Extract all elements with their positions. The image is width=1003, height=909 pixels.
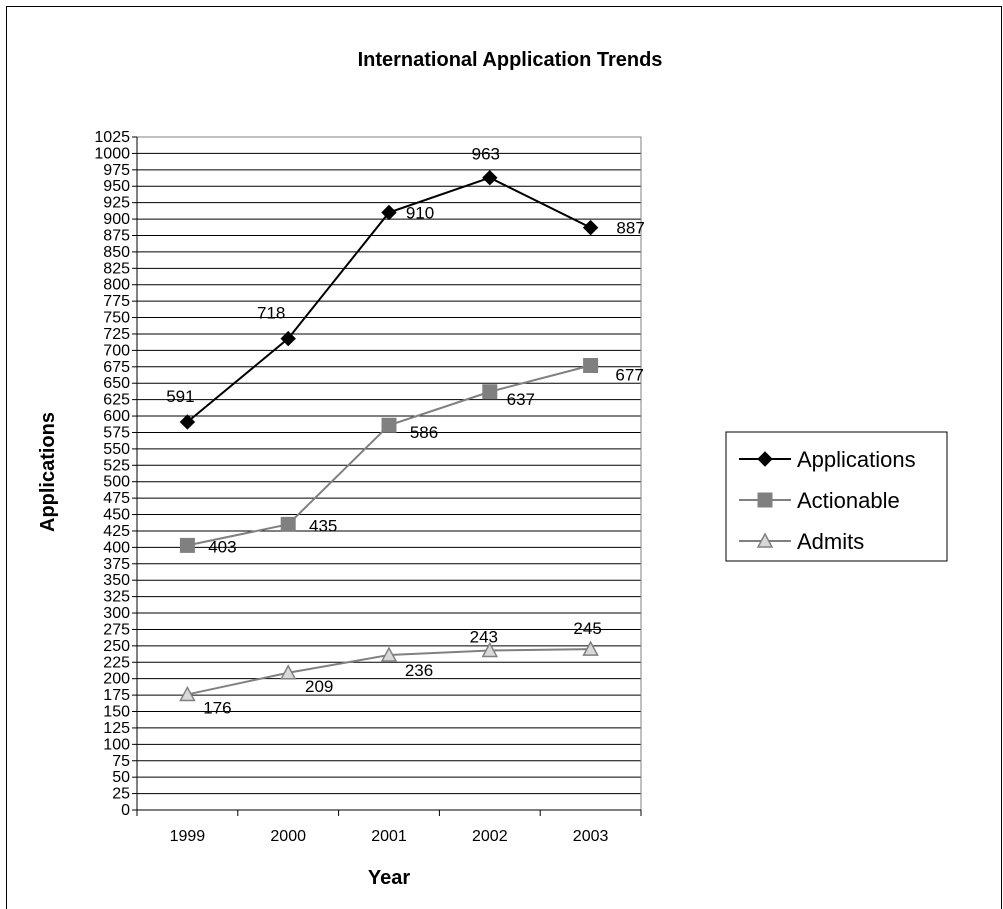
legend-item-actionable: Actionable xyxy=(739,488,900,513)
data-label: 910 xyxy=(406,204,434,223)
y-tick-label: 225 xyxy=(103,654,130,671)
y-tick-label: 775 xyxy=(103,293,130,310)
x-tick-label: 1999 xyxy=(170,828,206,845)
data-point-triangle xyxy=(481,641,499,658)
x-axis: 1999 2000 2001 2002 2003 xyxy=(136,809,642,845)
y-tick-label: 950 xyxy=(103,178,130,195)
series-admits: 176 209 236 243 245 xyxy=(179,619,602,717)
data-point-square xyxy=(280,516,296,532)
data-label: 637 xyxy=(507,390,535,409)
y-tick-label: 400 xyxy=(103,539,130,556)
data-point-square xyxy=(381,417,397,433)
data-point-square xyxy=(583,357,599,373)
y-tick-label: 675 xyxy=(103,359,130,376)
y-tick-label: 300 xyxy=(103,605,130,622)
y-tick-label: 75 xyxy=(112,753,130,770)
data-point-diamond xyxy=(482,170,498,186)
data-label: 586 xyxy=(410,423,438,442)
legend-label: Applications xyxy=(797,447,916,472)
y-tick-label: 1000 xyxy=(94,145,130,162)
data-point-square xyxy=(757,492,773,508)
series-applications: 591 718 910 963 887 xyxy=(166,145,645,430)
y-tick-label: 150 xyxy=(103,704,130,721)
data-label: 677 xyxy=(615,365,643,384)
y-tick-label: 575 xyxy=(103,424,130,441)
x-tick-label: 2003 xyxy=(573,828,609,845)
series-group: 591 718 910 963 887 403 435 586 637 677 176 209 236 2… xyxy=(166,145,645,718)
data-point-triangle xyxy=(582,640,599,656)
data-label: 435 xyxy=(309,516,337,535)
y-tick-label: 850 xyxy=(103,244,130,261)
y-tick-label: 625 xyxy=(103,392,130,409)
y-tick-label: 275 xyxy=(103,621,130,638)
legend-label: Actionable xyxy=(797,488,900,513)
data-point-diamond xyxy=(582,219,599,236)
y-tick-label: 925 xyxy=(103,195,130,212)
data-label: 718 xyxy=(257,304,285,323)
gridlines xyxy=(136,136,642,811)
y-tick-label: 800 xyxy=(103,277,130,294)
y-tick-label: 500 xyxy=(103,474,130,491)
y-tick-label: 875 xyxy=(103,227,130,244)
y-tick-label: 25 xyxy=(112,786,130,803)
data-label: 176 xyxy=(203,698,231,717)
data-label: 591 xyxy=(166,387,194,406)
y-tick-label: 375 xyxy=(103,556,130,573)
legend: Applications Actionable Admits xyxy=(725,431,948,562)
x-axis-title: Year xyxy=(368,867,410,889)
y-tick-label: 700 xyxy=(103,342,130,359)
data-label: 403 xyxy=(208,537,236,556)
data-label: 887 xyxy=(616,219,644,238)
y-tick-label: 750 xyxy=(103,310,130,327)
y-tick-label: 600 xyxy=(103,408,130,425)
legend-item-admits: Admits xyxy=(739,529,864,554)
legend-label: Admits xyxy=(797,529,864,554)
y-axis-title: Applications xyxy=(37,412,59,532)
y-tick-label: 200 xyxy=(103,671,130,688)
y-tick-label: 1025 xyxy=(94,129,130,146)
y-tick-label: 175 xyxy=(103,687,130,704)
y-axis: 0255075100125150175200225250275300325350… xyxy=(94,129,138,819)
y-tick-label: 725 xyxy=(103,326,130,343)
data-point-diamond xyxy=(280,330,296,347)
y-tick-label: 975 xyxy=(103,162,130,179)
y-tick-label: 350 xyxy=(103,572,130,589)
data-point-triangle xyxy=(756,532,774,548)
data-point-triangle xyxy=(279,664,297,680)
y-tick-label: 125 xyxy=(103,720,130,737)
chart-frame xyxy=(6,6,1002,909)
data-label: 209 xyxy=(305,677,333,696)
data-point-diamond xyxy=(381,204,397,221)
chart-title: International Application Trends xyxy=(358,49,663,71)
y-tick-label: 650 xyxy=(103,375,130,392)
y-tick-label: 900 xyxy=(103,211,130,228)
x-tick-label: 2002 xyxy=(472,828,508,845)
series-actionable: 403 435 586 637 677 xyxy=(179,357,644,556)
y-tick-label: 0 xyxy=(121,802,130,819)
data-point-square xyxy=(482,384,498,400)
y-tick-label: 325 xyxy=(103,589,130,606)
legend-item-applications: Applications xyxy=(739,447,916,472)
x-tick-label: 2001 xyxy=(371,828,407,845)
y-tick-label: 825 xyxy=(103,260,130,277)
y-tick-label: 525 xyxy=(103,457,130,474)
y-tick-label: 425 xyxy=(103,523,130,540)
y-tick-label: 450 xyxy=(103,507,130,524)
data-point-triangle xyxy=(179,685,196,702)
data-label: 963 xyxy=(472,145,500,164)
y-tick-label: 475 xyxy=(103,490,130,507)
data-point-square xyxy=(179,537,195,553)
data-point-diamond xyxy=(179,414,196,430)
y-tick-label: 100 xyxy=(103,736,130,753)
data-label: 236 xyxy=(405,661,433,680)
y-tick-label: 550 xyxy=(103,441,130,458)
data-point-triangle xyxy=(380,646,398,662)
y-tick-label: 50 xyxy=(112,769,130,786)
x-tick-label: 2000 xyxy=(270,828,306,845)
y-tick-label: 250 xyxy=(103,638,130,655)
data-label: 245 xyxy=(573,619,601,638)
data-label: 243 xyxy=(470,627,498,646)
data-point-diamond xyxy=(757,451,773,467)
